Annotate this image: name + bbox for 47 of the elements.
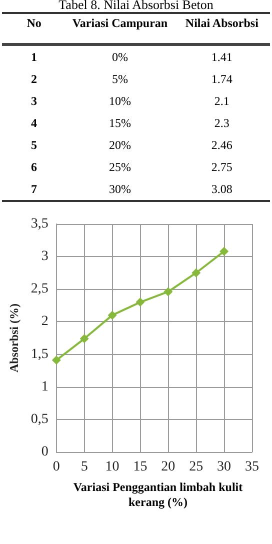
x-tick-label: 25 (189, 460, 204, 474)
text: 5 (30, 136, 38, 154)
y-tick-label: 0,5 (30, 412, 48, 427)
x-tick-label: 5 (80, 460, 88, 474)
text: Nilai Absorbsi (184, 15, 260, 32)
text: 5% (110, 70, 129, 88)
text: 7 (30, 180, 38, 198)
point (108, 310, 117, 320)
x-tick-label: 20 (161, 460, 176, 474)
text: 30% (108, 180, 132, 198)
text: 0% (110, 48, 129, 66)
text: 10% (108, 92, 132, 110)
text: 15% (108, 114, 132, 132)
text: 20% (108, 136, 132, 154)
point (136, 298, 145, 307)
point (220, 246, 229, 256)
y-tick-label: 2,5 (30, 282, 48, 297)
point (192, 268, 201, 278)
text: 2.46 (210, 136, 234, 154)
text: 2.3 (213, 114, 230, 132)
x-tick-label: 0 (52, 460, 60, 474)
text: 25% (108, 158, 132, 176)
text: 1.41 (210, 48, 234, 66)
y-tick-label: 1 (41, 379, 48, 394)
text: 3.08 (210, 180, 234, 198)
x-tick-label: 10 (105, 460, 120, 474)
point (164, 287, 173, 296)
text: 4 (30, 114, 38, 132)
y-axis-title: Absorbsi (%) (7, 303, 21, 373)
y-tick-label: 1,5 (30, 346, 48, 362)
text: 1.74 (210, 70, 234, 88)
text: No (26, 15, 42, 32)
y-tick-label: 2 (41, 314, 48, 330)
y-tick-label: 0 (41, 444, 48, 460)
x-tick-label: 30 (217, 460, 232, 474)
point (52, 356, 61, 365)
x-axis-title: Variasi Penggantian limbah kulit kerang (%) (72, 480, 244, 510)
point (80, 334, 89, 344)
text: 2.75 (210, 158, 234, 176)
text: Variasi Campuran (71, 15, 169, 32)
chart-title: Tabel 8. Nilai Absorbsi Beton (58, 0, 214, 12)
x-tick-label: 15 (133, 460, 148, 474)
text: 2.1 (213, 92, 230, 110)
y-tick-label: 3,5 (30, 216, 48, 232)
text: 6 (30, 158, 38, 176)
y-tick-label: 3 (41, 249, 48, 264)
x-tick-label: 35 (245, 460, 259, 474)
